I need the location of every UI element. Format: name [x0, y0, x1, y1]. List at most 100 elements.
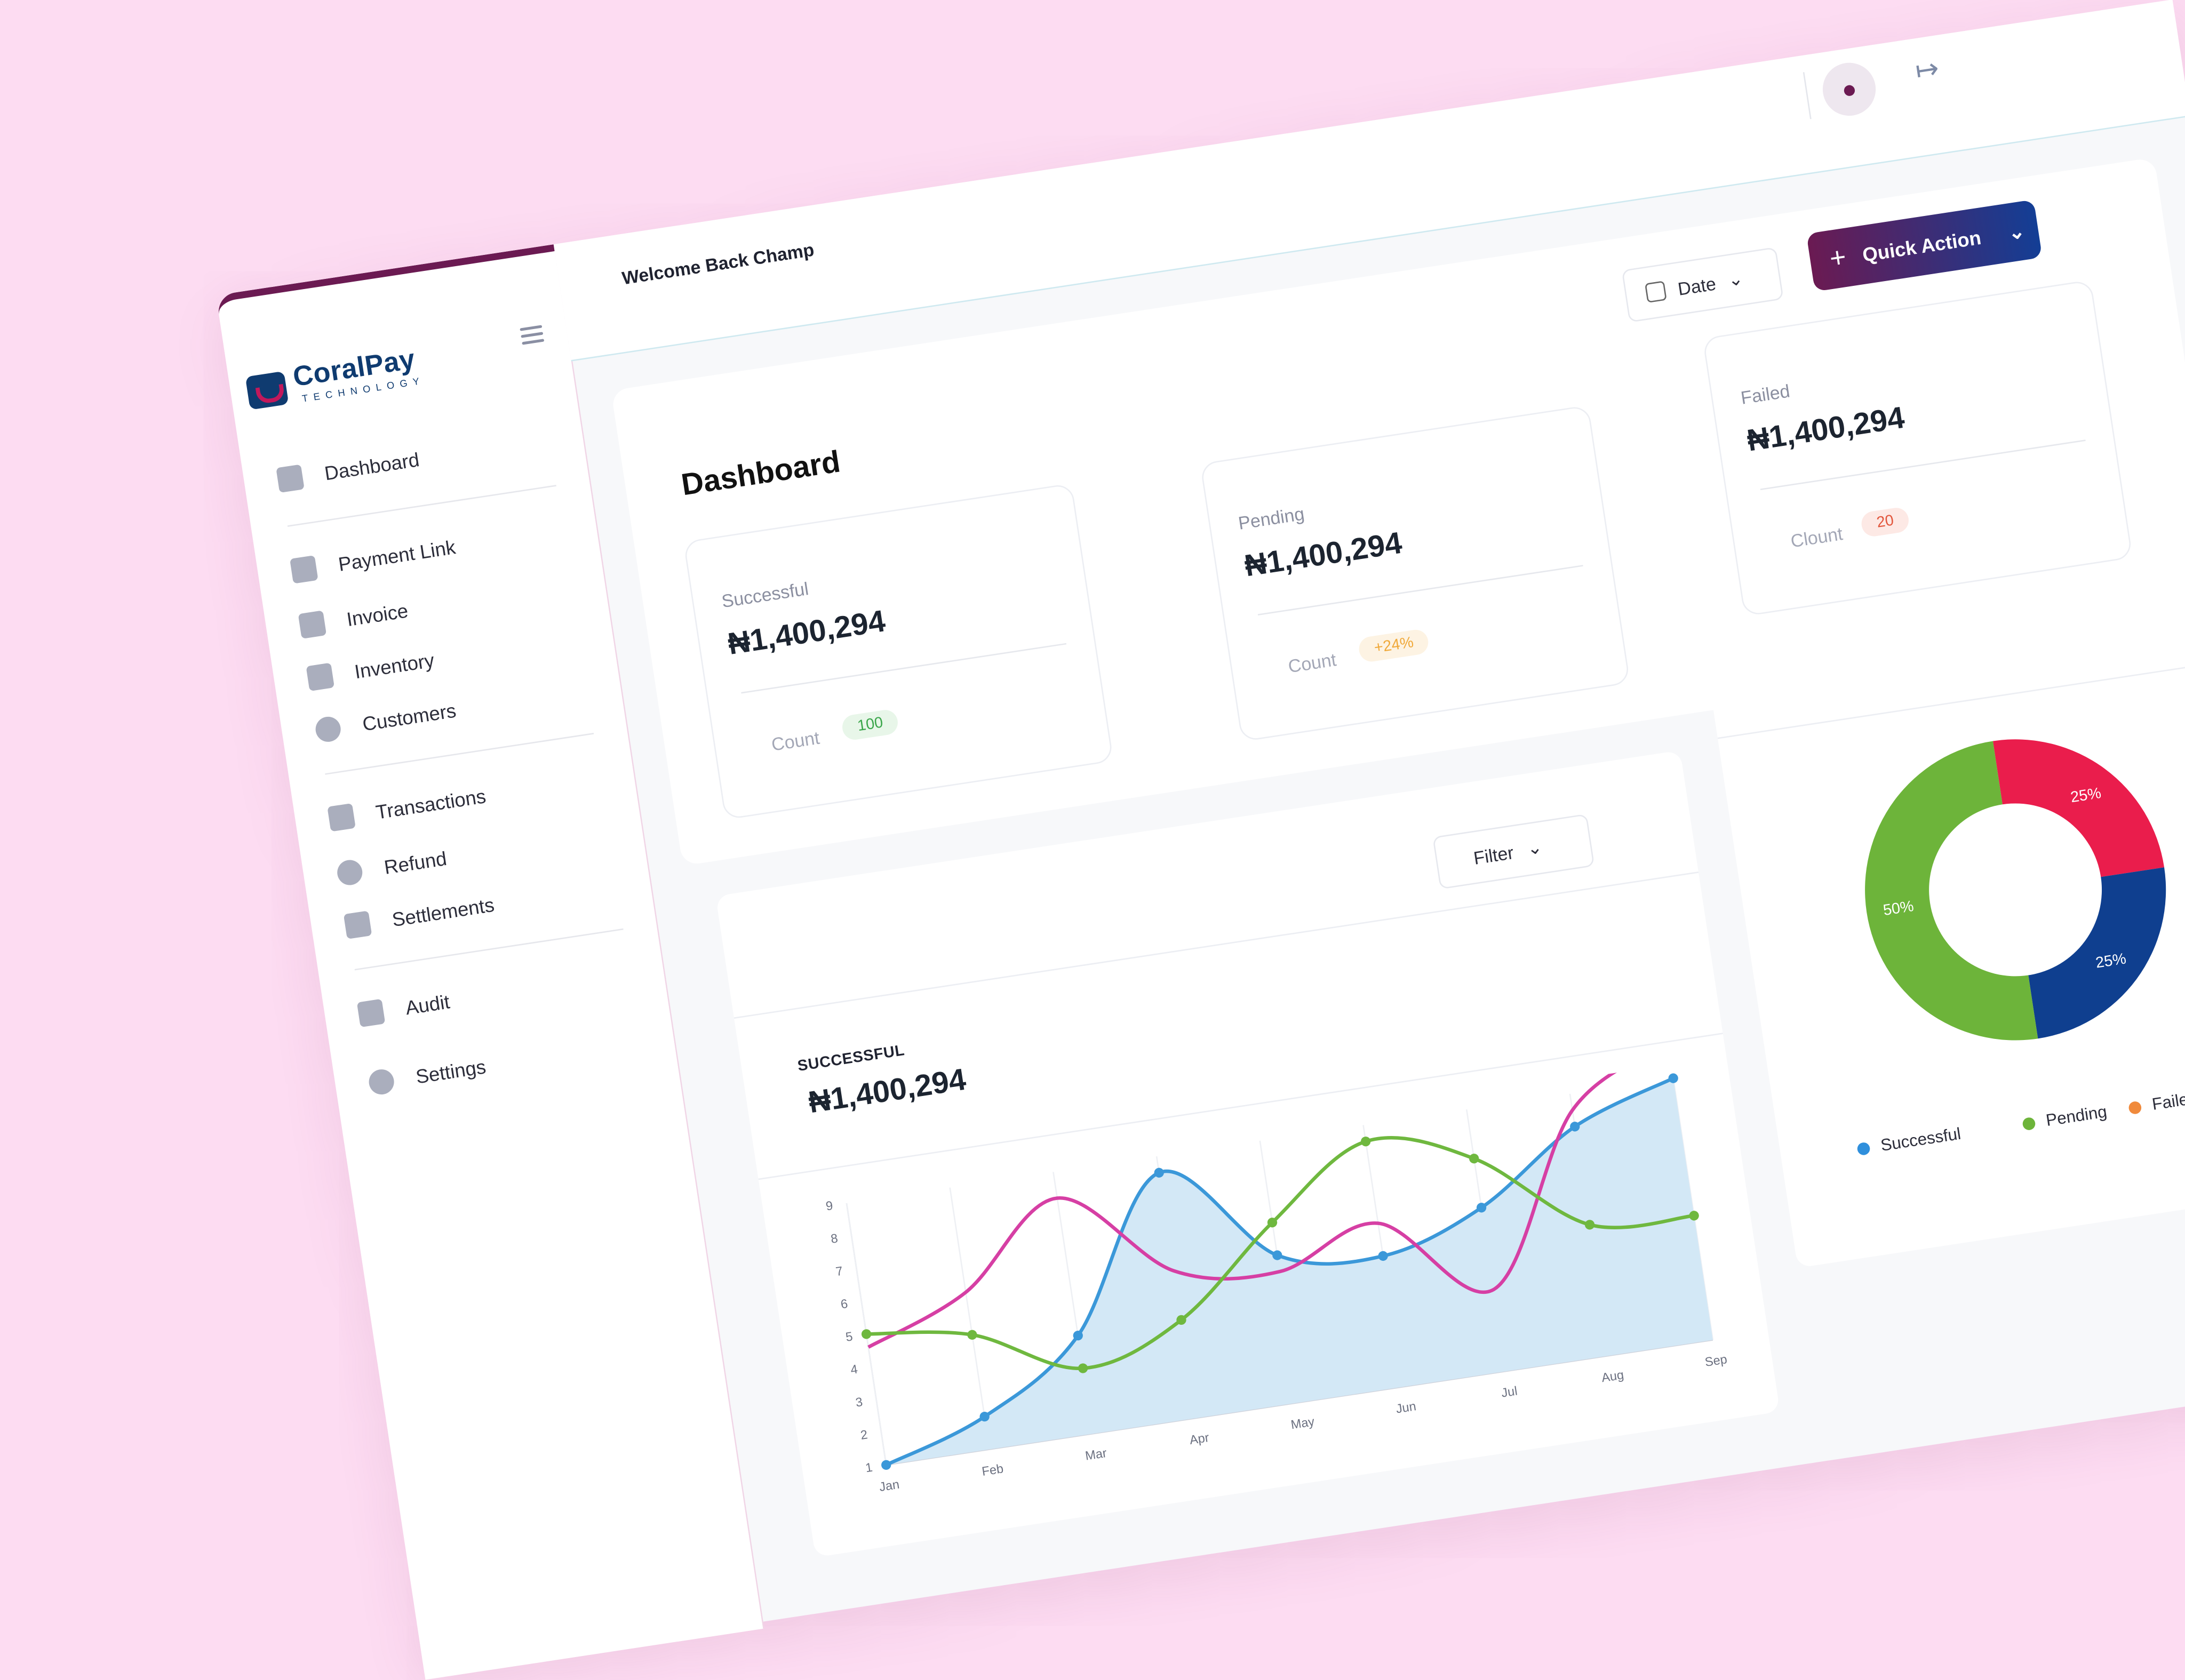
- sidebar-item-inventory[interactable]: Inventory: [306, 647, 436, 692]
- sidebar-item-label: Inventory: [353, 649, 436, 683]
- sidebar-item-settlements[interactable]: Settlements: [343, 892, 496, 939]
- data-point: [1570, 1122, 1580, 1132]
- x-tick-label: Aug: [1600, 1367, 1624, 1385]
- date-filter-label: Date: [1676, 272, 1718, 299]
- sidebar-item-label: Refund: [382, 846, 449, 878]
- page-title: Dashboard: [679, 444, 843, 502]
- y-tick-label: 5: [844, 1329, 854, 1344]
- grid-icon: [276, 464, 305, 493]
- card-amount: ₦1,400,294: [725, 603, 888, 662]
- sidebar-item-label: Invoice: [345, 599, 410, 631]
- data-point: [881, 1460, 891, 1470]
- x-tick-label: Sep: [1704, 1352, 1728, 1369]
- sidebar-item-customers[interactable]: Customers: [314, 698, 458, 744]
- data-point: [1378, 1251, 1388, 1261]
- donut-slice: [1992, 739, 2165, 877]
- y-tick-label: 6: [840, 1297, 849, 1311]
- logout-icon[interactable]: ↦: [1913, 53, 1941, 87]
- sidebar-item-label: Payment Link: [337, 535, 457, 575]
- data-point: [1272, 1250, 1282, 1260]
- donut-slice: [2028, 867, 2166, 1039]
- sidebar-item-label: Transactions: [374, 785, 488, 823]
- chevron-down-icon: ⌄: [1525, 836, 1544, 859]
- x-tick-label: May: [1290, 1414, 1315, 1431]
- dashboard-window: CoralPay TECHNOLOGY Dashboard Payment Li…: [216, 0, 2185, 1680]
- chevron-down-icon: ⌄: [2006, 219, 2027, 244]
- x-tick-label: Jun: [1395, 1399, 1417, 1415]
- card-count-label: Clount: [1789, 523, 1844, 552]
- card-label: Pending: [1237, 503, 1306, 534]
- chevron-down-icon: ⌄: [1726, 267, 1745, 291]
- donut-slice: [1864, 741, 2038, 1041]
- calendar-icon: [1645, 281, 1667, 303]
- sidebar-item-label: Audit: [404, 990, 451, 1019]
- sidebar-item-label: Dashboard: [323, 448, 421, 485]
- inventory-icon: [306, 662, 335, 692]
- data-point: [1584, 1220, 1595, 1230]
- legend-dot-icon: [2127, 1100, 2142, 1115]
- header-divider: [1803, 72, 1812, 119]
- data-point: [1078, 1363, 1088, 1373]
- coralpay-logo-icon: [245, 371, 289, 410]
- invoice-icon: [298, 610, 327, 639]
- date-filter-button[interactable]: Date ⌄: [1621, 246, 1784, 323]
- data-point: [861, 1329, 872, 1339]
- legend-label: Pending: [2044, 1101, 2109, 1130]
- line-chart: Jan Feb Mar Apr May Jun Jul Aug Sep 1 2 3 4 5 6 7 8 9: [825, 1060, 1728, 1494]
- failed-card: Failed ₦1,400,294 Clount 20: [1702, 279, 2133, 617]
- x-tick-label: Feb: [981, 1461, 1004, 1478]
- sidebar-item-payment-link[interactable]: Payment Link: [290, 534, 457, 584]
- count-badge: 20: [1860, 506, 1911, 538]
- y-tick-label: 7: [835, 1264, 844, 1279]
- legend-item-pending: Pending: [2021, 1102, 2108, 1134]
- sidebar-item-dashboard[interactable]: Dashboard: [276, 447, 421, 493]
- count-badge: +24%: [1357, 628, 1431, 663]
- quick-action-button[interactable]: + Quick Action ⌄: [1806, 199, 2043, 292]
- card-label: Failed: [1739, 380, 1791, 409]
- sidebar-item-settings[interactable]: Settings: [367, 1054, 488, 1097]
- count-badge: 100: [840, 708, 900, 742]
- sidebar-item-invoice[interactable]: Invoice: [298, 598, 410, 639]
- filter-button[interactable]: Filter ⌄: [1432, 813, 1595, 890]
- quick-action-label: Quick Action: [1861, 226, 1983, 266]
- line-chart-panel: Filter ⌄ SUCCESSFUL ₦1,400,294 Jan Feb Mar…: [715, 750, 1780, 1558]
- sidebar-item-audit[interactable]: Audit: [356, 989, 451, 1028]
- divider: [287, 485, 556, 527]
- data-point: [1469, 1154, 1479, 1164]
- user-avatar-icon[interactable]: ●: [1819, 59, 1880, 119]
- data-point: [1267, 1218, 1278, 1228]
- legend-label: Failed: [2150, 1087, 2185, 1114]
- x-tick-label: Mar: [1084, 1446, 1108, 1463]
- grid-line: [949, 1187, 991, 1450]
- data-point: [1073, 1331, 1083, 1341]
- welcome-message: Welcome Back Champ: [620, 239, 816, 289]
- menu-toggle-icon[interactable]: [519, 321, 545, 349]
- y-tick-label: 2: [859, 1427, 868, 1442]
- divider: [325, 733, 594, 775]
- sidebar-item-refund[interactable]: Refund: [335, 845, 449, 887]
- donut-chart-panel: 25% 25% 50% Successful Pending Failed: [1704, 571, 2185, 1268]
- chart-amount: ₦1,400,294: [806, 1061, 968, 1120]
- divider: [354, 928, 624, 971]
- legend-label: Successful: [1879, 1124, 1963, 1155]
- data-point: [1176, 1315, 1186, 1325]
- sidebar-item-label: Settlements: [390, 893, 496, 931]
- users-icon: [314, 715, 342, 744]
- card-amount: ₦1,400,294: [1744, 399, 1907, 458]
- document-icon: [356, 998, 386, 1028]
- legend-item-failed: Failed: [2127, 1088, 2185, 1118]
- plus-icon: +: [1827, 241, 1848, 275]
- card-label: Successful: [720, 578, 810, 612]
- legend-item-successful: Successful: [1856, 1124, 1962, 1158]
- divider: [733, 871, 1699, 1019]
- sidebar-item-transactions[interactable]: Transactions: [327, 783, 488, 832]
- data-point: [1668, 1073, 1678, 1083]
- sidebar-item-label: Customers: [361, 699, 458, 735]
- donut-chart: 25%25%50%: [1864, 739, 2166, 1041]
- card-count-label: Count: [1287, 649, 1338, 677]
- y-tick-label: 8: [830, 1231, 839, 1246]
- data-point: [1476, 1203, 1487, 1213]
- successful-card: Successful ₦1,400,294 Count 100: [683, 483, 1114, 820]
- y-tick-label: 3: [855, 1395, 864, 1410]
- y-tick-label: 1: [864, 1460, 873, 1475]
